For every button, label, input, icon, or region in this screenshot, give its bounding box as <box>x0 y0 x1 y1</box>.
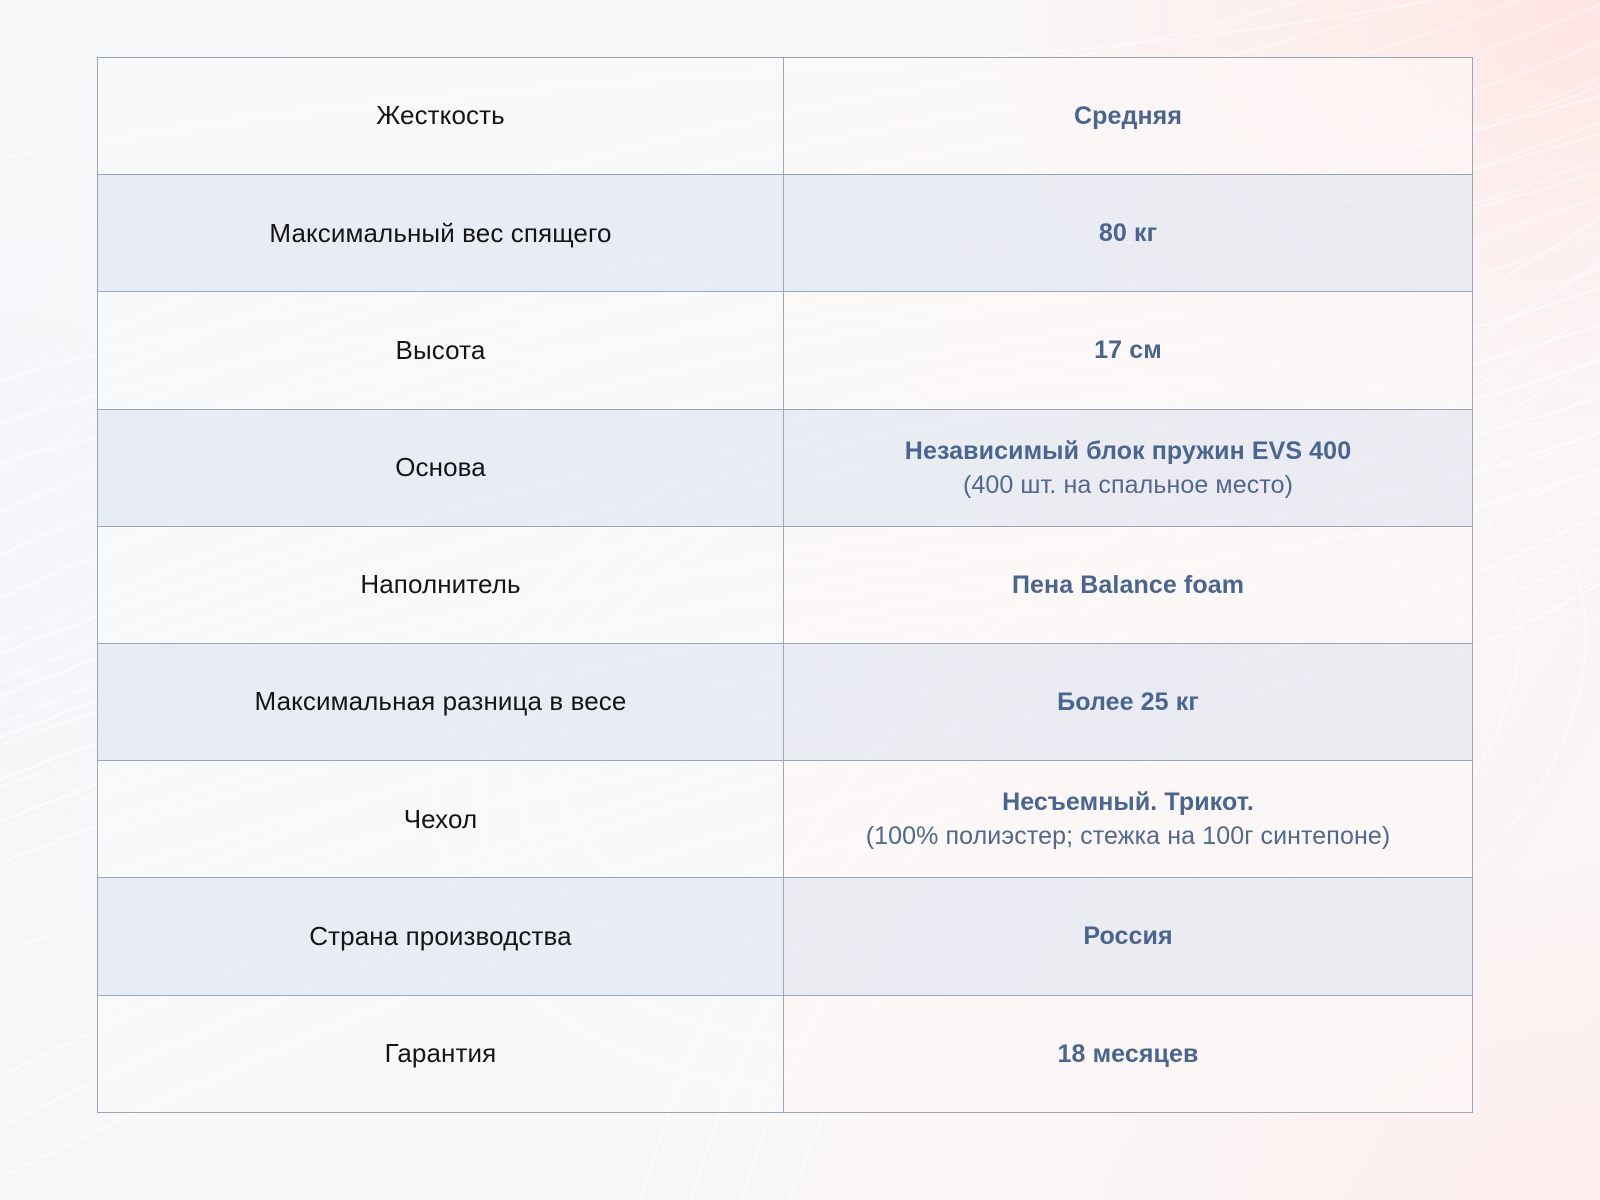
spec-label-height: Высота <box>97 291 784 410</box>
spec-value-main: Несъемный. Трикот. <box>1002 788 1254 817</box>
spec-value-main: 18 месяцев <box>1057 1039 1199 1068</box>
spec-label-weight-difference: Максимальная разница в весе <box>97 642 784 762</box>
spec-value-sub: (100% полиэстер; стежка на 100г синтепон… <box>865 822 1391 851</box>
spec-label-filler: Наполнитель <box>97 525 784 644</box>
table-row: Основа Независимый блок пружин EVS 400 (… <box>97 408 1473 527</box>
spec-label-base: Основа <box>97 408 784 527</box>
spec-value-weight-difference: Более 25 кг <box>783 642 1473 762</box>
table-row: Максимальная разница в весе Более 25 кг <box>97 642 1473 762</box>
spec-value-zhestkost: Средняя <box>783 56 1473 176</box>
spec-value-cover: Несъемный. Трикот. (100% полиэстер; стеж… <box>783 760 1473 879</box>
table-row: Гарантия 18 месяцев <box>97 994 1473 1113</box>
spec-label-zhestkost: Жесткость <box>97 56 784 176</box>
spec-value-height: 17 см <box>783 291 1473 410</box>
specification-table: Жесткость Средняя Максимальный вес спяще… <box>97 56 1473 1113</box>
spec-value-main: Россия <box>1083 922 1173 951</box>
spec-label-warranty: Гарантия <box>97 994 784 1113</box>
spec-label-country: Страна производства <box>97 877 784 996</box>
spec-value-warranty: 18 месяцев <box>783 994 1473 1113</box>
table-row: Наполнитель Пена Balance foam <box>97 525 1473 644</box>
spec-value-main: Средняя <box>1073 102 1183 131</box>
table-row: Максимальный вес спящего 80 кг <box>97 174 1473 293</box>
spec-value-main: Независимый блок пружин EVS 400 <box>904 436 1352 465</box>
spec-label-cover: Чехол <box>97 760 784 879</box>
specification-table-body: Жесткость Средняя Максимальный вес спяще… <box>97 56 1473 1113</box>
table-row: Страна производства Россия <box>97 877 1473 996</box>
table-row: Чехол Несъемный. Трикот. (100% полиэстер… <box>97 760 1473 879</box>
spec-value-main: 80 кг <box>1098 219 1158 248</box>
spec-label-max-weight: Максимальный вес спящего <box>97 174 784 293</box>
spec-value-sub: (400 шт. на спальное место) <box>962 470 1294 499</box>
spec-value-country: Россия <box>783 877 1473 996</box>
spec-value-base: Независимый блок пружин EVS 400 (400 шт.… <box>783 408 1473 527</box>
table-row: Жесткость Средняя <box>97 56 1473 176</box>
spec-value-main: 17 см <box>1094 336 1162 365</box>
spec-value-main: Пена Balance foam <box>1011 570 1245 599</box>
spec-value-main: Более 25 кг <box>1057 688 1199 717</box>
table-row: Высота 17 см <box>97 291 1473 410</box>
spec-value-max-weight: 80 кг <box>783 174 1473 293</box>
spec-value-filler: Пена Balance foam <box>783 525 1473 644</box>
